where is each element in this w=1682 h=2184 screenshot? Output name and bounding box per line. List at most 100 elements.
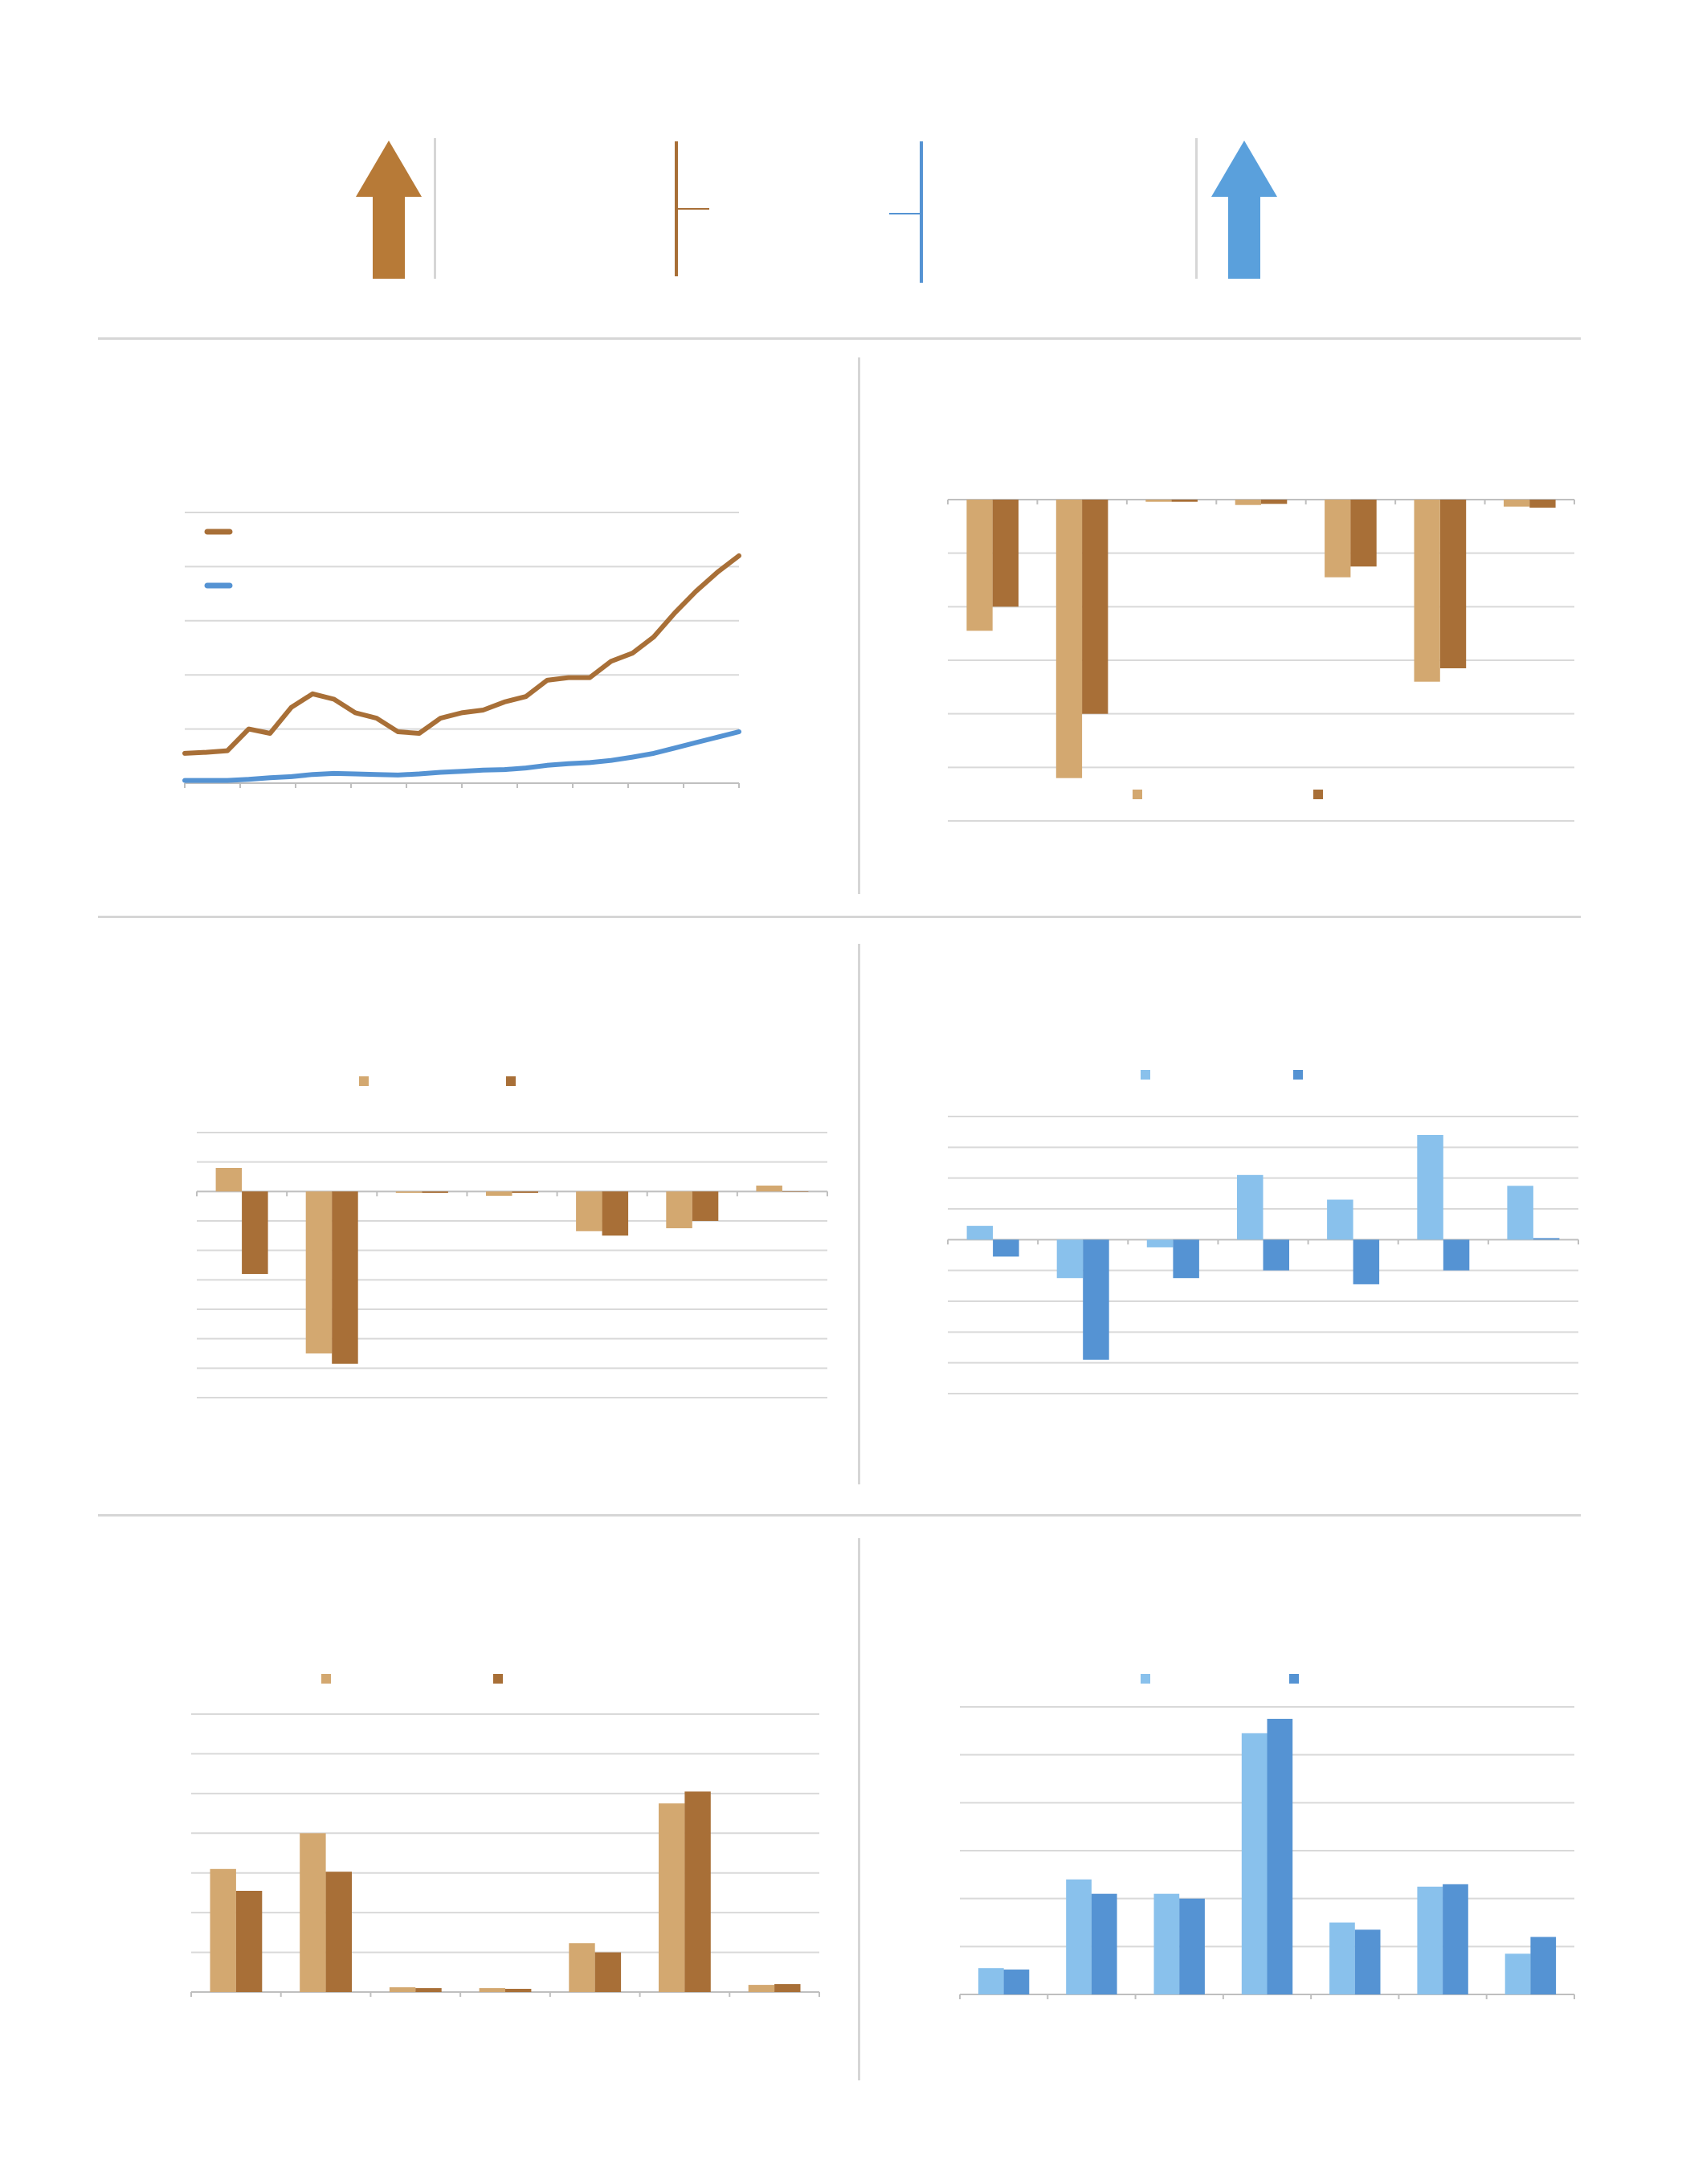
legend-swatch: [493, 1674, 503, 1684]
bar: [1443, 1239, 1470, 1271]
bar: [325, 1872, 352, 1992]
legend-swatch: [1141, 1070, 1150, 1080]
bar-chart-mid-left: [196, 1076, 828, 1398]
bar: [1173, 1239, 1199, 1279]
legend-swatch: [359, 1076, 369, 1086]
bar: [1414, 500, 1440, 682]
bar: [1350, 500, 1377, 567]
bar: [1235, 500, 1261, 505]
bar: [1529, 500, 1556, 508]
bar: [602, 1191, 629, 1236]
bar: [684, 1791, 711, 1992]
bar: [1261, 500, 1288, 504]
bar: [1241, 1733, 1268, 1994]
bar: [1504, 500, 1530, 507]
bar: [1082, 500, 1108, 714]
bar: [992, 500, 1019, 607]
legend-swatch: [1289, 1674, 1299, 1684]
bar: [1325, 500, 1351, 578]
bar: [215, 1168, 243, 1192]
bar: [332, 1191, 358, 1364]
bar: [1443, 1884, 1468, 1994]
bar: [594, 1952, 622, 1992]
bar: [666, 1191, 692, 1229]
column-divider: [858, 1538, 860, 2080]
bar: [1066, 1879, 1092, 1994]
bar: [505, 1989, 532, 1992]
bar: [1267, 1718, 1293, 1994]
bar: [1353, 1239, 1380, 1284]
bar: [978, 1968, 1004, 1994]
bar: [692, 1191, 719, 1221]
bar: [1327, 1199, 1353, 1240]
bar: [1083, 1239, 1109, 1360]
legend-swatch: [1133, 790, 1142, 799]
legend-swatch: [1141, 1674, 1150, 1684]
bar: [1003, 1970, 1030, 1994]
bar-chart-top-right: [947, 499, 1575, 822]
bar: [300, 1833, 326, 1992]
bar: [756, 1186, 782, 1192]
bar: [1055, 500, 1083, 778]
bar: [782, 1191, 809, 1192]
bar: [1329, 1922, 1355, 1994]
bar-chart-bottom-right: [959, 1674, 1575, 1999]
legend-swatch: [1313, 790, 1323, 799]
bar: [389, 1987, 416, 1992]
section-divider: [98, 916, 1581, 918]
bar: [576, 1191, 602, 1231]
bar: [1091, 1893, 1117, 1994]
bar: [1263, 1239, 1289, 1271]
bar: [1153, 1893, 1180, 1994]
bar: [966, 500, 993, 631]
line-chart: [182, 512, 741, 788]
section-divider: [98, 337, 1581, 340]
bar: [242, 1191, 268, 1274]
bar: [1533, 1238, 1560, 1240]
bar: [1439, 500, 1467, 668]
column-divider: [858, 357, 860, 894]
bar: [1171, 500, 1198, 502]
bar: [1354, 1929, 1381, 1994]
bar: [993, 1239, 1019, 1257]
bar: [1179, 1898, 1205, 1994]
bar: [1504, 1953, 1531, 1994]
header-divider: [1195, 138, 1198, 279]
legend-swatch: [506, 1076, 516, 1086]
bar: [1507, 1186, 1533, 1240]
bar-chart-bottom-left: [190, 1674, 820, 1997]
bar: [748, 1985, 775, 1992]
bar: [1417, 1135, 1443, 1240]
bar: [512, 1191, 538, 1194]
bar: [479, 1988, 505, 1992]
legend-swatch: [321, 1674, 331, 1684]
bar: [1417, 1886, 1443, 1995]
bar: [569, 1943, 595, 1992]
series-line: [182, 729, 741, 783]
header-divider: [434, 138, 436, 279]
arrow-up-icon: [356, 141, 422, 279]
scale-indicator-icon: [889, 141, 923, 283]
bar: [1056, 1239, 1084, 1279]
section-divider: [98, 1514, 1581, 1517]
bar: [966, 1226, 994, 1240]
bar: [210, 1868, 236, 1992]
bar: [305, 1191, 333, 1353]
bar: [1146, 1239, 1174, 1247]
series-line: [182, 553, 741, 756]
legend-swatch: [1293, 1070, 1303, 1080]
column-divider: [858, 944, 860, 1484]
bar: [422, 1191, 448, 1194]
bar-chart-mid-right: [947, 1070, 1579, 1394]
bar: [774, 1984, 801, 1992]
bar: [1237, 1174, 1264, 1240]
bar: [486, 1191, 512, 1196]
scale-indicator-icon: [675, 141, 709, 276]
bar: [1530, 1937, 1557, 1994]
arrow-up-icon: [1211, 141, 1277, 279]
bar: [415, 1988, 442, 1992]
bar: [659, 1803, 685, 1992]
bar: [235, 1891, 263, 1992]
bar: [1145, 500, 1172, 502]
bar: [395, 1191, 423, 1194]
